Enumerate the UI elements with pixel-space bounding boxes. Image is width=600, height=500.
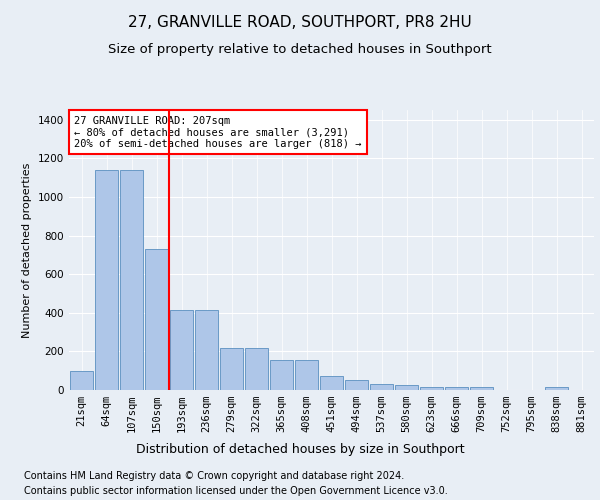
Text: Size of property relative to detached houses in Southport: Size of property relative to detached ho… bbox=[108, 42, 492, 56]
Text: Contains public sector information licensed under the Open Government Licence v3: Contains public sector information licen… bbox=[24, 486, 448, 496]
Text: Contains HM Land Registry data © Crown copyright and database right 2024.: Contains HM Land Registry data © Crown c… bbox=[24, 471, 404, 481]
Bar bbox=[145, 249, 169, 390]
Y-axis label: Number of detached properties: Number of detached properties bbox=[22, 162, 32, 338]
Bar bbox=[70, 370, 94, 390]
Bar bbox=[320, 376, 343, 390]
Text: 27 GRANVILLE ROAD: 207sqm
← 80% of detached houses are smaller (3,291)
20% of se: 27 GRANVILLE ROAD: 207sqm ← 80% of detac… bbox=[74, 116, 362, 149]
Bar bbox=[245, 348, 268, 390]
Bar bbox=[395, 385, 418, 390]
Bar bbox=[119, 170, 143, 390]
Bar bbox=[170, 310, 193, 390]
Bar bbox=[194, 310, 218, 390]
Bar bbox=[545, 387, 568, 390]
Bar bbox=[470, 388, 493, 390]
Text: 27, GRANVILLE ROAD, SOUTHPORT, PR8 2HU: 27, GRANVILLE ROAD, SOUTHPORT, PR8 2HU bbox=[128, 15, 472, 30]
Bar bbox=[95, 170, 118, 390]
Bar bbox=[419, 386, 443, 390]
Bar bbox=[269, 360, 293, 390]
Bar bbox=[220, 348, 244, 390]
Bar bbox=[445, 387, 469, 390]
Bar bbox=[370, 384, 394, 390]
Text: Distribution of detached houses by size in Southport: Distribution of detached houses by size … bbox=[136, 442, 464, 456]
Bar bbox=[295, 360, 319, 390]
Bar bbox=[344, 380, 368, 390]
